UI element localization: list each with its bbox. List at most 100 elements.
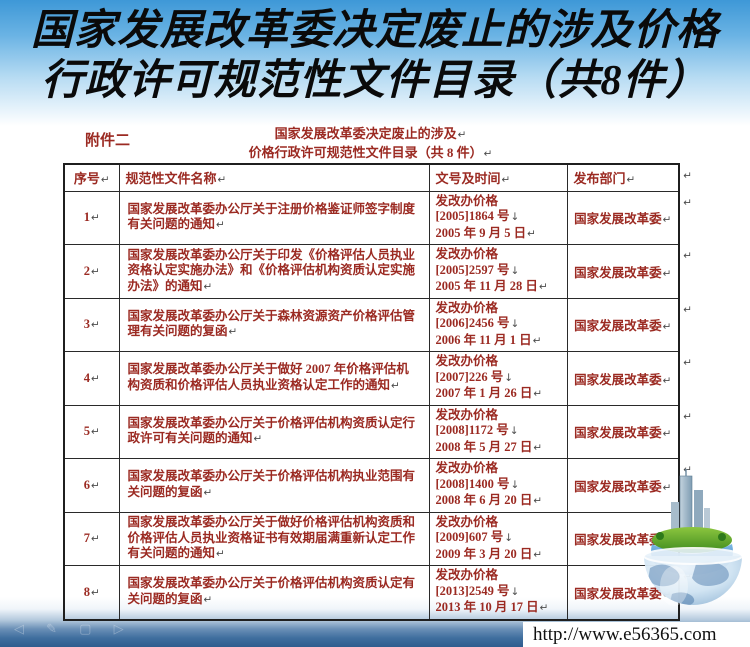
paragraph-mark-icon: ↵ [501,174,511,187]
row-end-mark-icon: ↵ [683,303,692,316]
cell-document-name: 国家发展改革委办公厅关于做好 2007 年价格评估机构资质和价格评估人员执业资格… [118,351,430,406]
table-row: 7↵ 国家发展改革委办公厅关于做好价格评估机构资质和价格评估人员执业资格证书有效… [63,511,692,566]
paragraph-mark-icon: ↵ [391,379,400,392]
doc-date: 2013 年 10 月 17 日↵ [435,600,549,614]
cell-serial: 6↵ [63,458,120,513]
line-break-mark-icon: ↓ [509,425,519,437]
paragraph-mark-icon: ↵ [90,586,100,599]
doc-number: [2006]2456 号↓ [435,316,520,330]
globe-graphic [643,469,743,606]
paragraph-mark-icon: ↵ [228,326,238,339]
cell-serial: 8↵ [63,565,120,620]
doc-date: 2008 年 5 月 27 日↵ [435,439,543,454]
row-end-mark-icon: ↵ [683,170,692,182]
paragraph-mark-icon: ↵ [533,495,543,507]
paragraph-mark-icon: ↵ [203,486,213,499]
url-bar: http://www.e56365.com [523,622,750,647]
table-row: 4↵ 国家发展改革委办公厅关于做好 2007 年价格评估机构资质和价格评估人员执… [63,351,692,406]
cell-document-name: 国家发展改革委办公厅关于森林资源资产价格评估管理有关问题的复函↵ [118,297,430,352]
site-url-link[interactable]: http://www.e56365.com [533,623,717,645]
paragraph-mark-icon: ↵ [90,265,100,278]
paragraph-mark-icon: ↵ [203,593,213,606]
top-gradient-background [0,0,750,126]
cell-number-and-date: 发改办价格 [2005]1864 号↓ 2005 年 9 月 5 日↵ [428,190,568,245]
cell-issuing-department: 国家发展改革委↵↵ [566,458,692,513]
header-issuing-department: 发布部门↵ ↵ [566,163,692,192]
paragraph-mark-icon: ↵ [626,174,636,187]
doc-number-prefix: 发改办价格 [435,407,499,422]
cell-serial: 2↵ [63,244,120,299]
cell-issuing-department: 国家发展改革委↵↵ [566,244,692,299]
cell-number-and-date: 发改办价格 [2013]2549 号↓ 2013 年 10 月 17 日↵ [428,565,568,620]
presenter-controls[interactable]: ◁ ✎ ▢ ▷ [14,622,133,637]
doc-number: [2008]1400 号↓ [435,476,520,491]
line-break-mark-icon: ↓ [510,478,520,491]
building-icon [704,508,710,536]
doc-number-prefix: 发改办价格 [435,461,499,475]
doc-number-prefix: 发改办价格 [435,193,499,208]
doc-number: [2005]2597 号↓ [435,262,520,277]
cell-serial: 1↵ [63,190,120,245]
line-break-mark-icon: ↓ [504,371,514,384]
cell-serial: 3↵ [63,297,120,352]
paragraph-mark-icon: ↵ [457,129,467,141]
doc-number: [2013]2549 号↓ [435,583,520,598]
building-icon [671,502,679,536]
paragraph-mark-icon: ↵ [527,227,536,240]
paragraph-mark-icon: ↵ [662,481,672,494]
table-header-row: 序号↵ 规范性文件名称↵ 文号及时间↵ 发布部门↵ ↵ [63,163,692,192]
paragraph-mark-icon: ↵ [216,548,225,560]
cell-serial: 5↵ [63,404,120,459]
table-row: 8↵ 国家发展改革委办公厅关于价格评估机构资质认定有关问题的复函↵ 发改办价格 … [63,565,692,620]
catalog-table: 序号↵ 规范性文件名称↵ 文号及时间↵ 发布部门↵ ↵ 1↵ 国家发展改革委办公厅… [63,163,692,621]
cell-document-name: 国家发展改革委办公厅关于价格评估机构资质认定行政许可有关问题的通知↵ [118,404,430,459]
paragraph-mark-icon: ↵ [662,321,672,334]
paragraph-mark-icon: ↵ [253,433,263,446]
cell-document-name: 国家发展改革委办公厅关于价格评估机构资质认定有关问题的复函↵ [118,565,430,620]
cell-number-and-date: 发改办价格 [2009]607 号↓ 2009 年 3 月 20 日↵ [428,511,568,566]
paragraph-mark-icon: ↵ [203,280,213,293]
doc-date: 2007 年 1 月 26 日↵ [435,386,543,400]
cell-serial: 4↵ [63,351,120,406]
paragraph-mark-icon: ↵ [217,174,227,187]
doc-date: 2005 年 11 月 28 日↵ [435,279,548,293]
doc-number: [2005]1864 号↓ [435,209,520,223]
slide-title-line2: 行政许可规范性文件目录（共8件） [41,58,709,104]
paragraph-mark-icon: ↵ [90,479,100,492]
cell-document-name: 国家发展改革委办公厅关于做好价格评估机构资质和价格评估人员执业资格证书有效期届满… [118,511,430,566]
cell-number-and-date: 发改办价格 [2007]226 号↓ 2007 年 1 月 26 日↵ [428,351,568,406]
doc-number-prefix: 发改办价格 [435,247,499,261]
cell-issuing-department: 国家发展改革委↵↵ [566,351,692,406]
slide-title-line1: 国家发展改革委决定废止的涉及价格 [30,8,719,54]
paragraph-mark-icon: ↵ [90,212,100,225]
doc-number: [2008]1172 号↓ [435,423,519,437]
document-heading-line2: 价格行政许可规范性文件目录（共 8 件）↵ [248,145,493,160]
doc-number-prefix: 发改办价格 [435,514,499,529]
doc-date: 2005 年 9 月 5 日↵ [435,225,536,240]
cell-document-name: 国家发展改革委办公厅关于注册价格鉴证师签字制度有关问题的通知↵ [118,190,430,245]
doc-date: 2006 年 11 月 1 日↵ [435,332,542,347]
line-break-mark-icon: ↓ [510,318,520,330]
island-icon [652,527,732,553]
paragraph-mark-icon: ↵ [662,374,672,387]
paragraph-mark-icon: ↵ [100,174,110,187]
paragraph-mark-icon: ↵ [532,334,542,347]
paragraph-mark-icon: ↵ [90,533,100,546]
header-document-name: 规范性文件名称↵ [118,163,430,192]
paragraph-mark-icon: ↵ [216,219,225,232]
cell-serial: 7↵ [63,511,120,566]
table-row: 6↵ 国家发展改革委办公厅关于价格评估机构执业范围有关问题的复函↵ 发改办价格 … [63,458,692,513]
row-end-mark-icon: ↵ [683,196,692,209]
paragraph-mark-icon: ↵ [662,267,672,280]
row-end-mark-icon: ↵ [683,410,692,423]
attachment-label: 附件二 [85,133,131,149]
paragraph-mark-icon: ↵ [90,372,100,385]
line-break-mark-icon: ↓ [510,211,520,223]
building-icon [694,490,703,536]
row-end-mark-icon: ↵ [683,357,692,369]
cell-document-name: 国家发展改革委办公厅关于印发《价格评估人员执业资格认定实施办法》和《价格评估机构… [118,244,430,299]
cell-number-and-date: 发改办价格 [2008]1172 号↓ 2008 年 5 月 27 日↵ [428,404,568,459]
row-end-mark-icon: ↵ [683,250,692,262]
paragraph-mark-icon: ↵ [90,426,100,439]
